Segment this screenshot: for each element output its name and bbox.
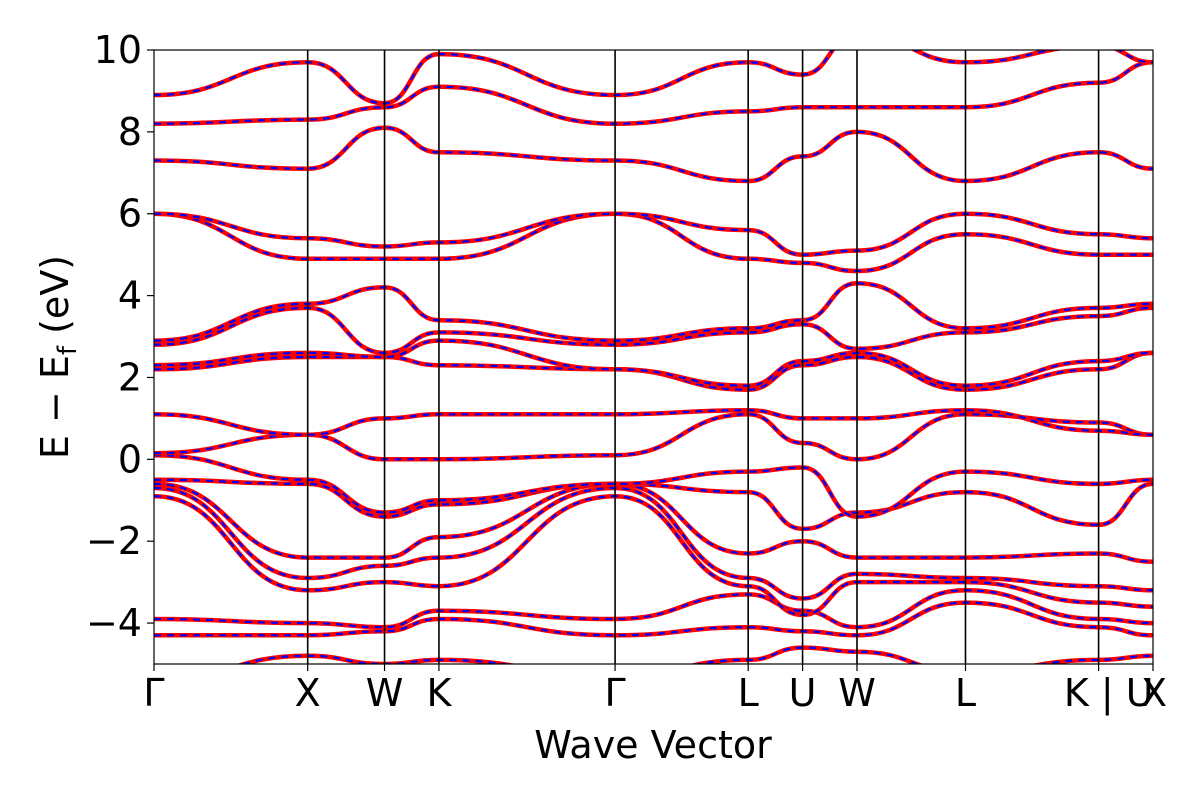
x-tick-label: X: [295, 671, 321, 715]
band-line-dashed-9: [154, 409, 1153, 436]
x-tick-label: Γ: [604, 671, 625, 715]
y-axis-title-subscript: f: [53, 345, 83, 355]
x-tick-label: L: [738, 671, 759, 715]
plot-frame: [153, 49, 1154, 665]
x-tick-label: K: [426, 671, 452, 715]
y-tick-label: −4: [86, 601, 142, 645]
band-line-dashed-17: [154, 61, 1153, 125]
y-tick-label: 0: [118, 437, 142, 481]
x-tick-label: K | U: [1064, 671, 1154, 716]
y-axis-title-unit: (eV): [33, 255, 77, 346]
band-line-dashed-5: [154, 482, 1153, 563]
x-tick-label: L: [955, 671, 976, 715]
band-line-dashed-1: [154, 601, 1153, 637]
band-line-dashed-4: [154, 486, 1153, 600]
band-line-dashed-6: [154, 478, 1153, 531]
band-line-solid-0: [236, 645, 1153, 664]
band-line-dashed-12: [154, 306, 1153, 355]
x-tick-label: Γ: [143, 671, 164, 715]
y-tick-label: 8: [118, 110, 142, 154]
band-line-dashed-15: [154, 212, 1153, 256]
band-line-dashed-3: [154, 495, 1153, 617]
band-line-dashed-7: [154, 454, 1153, 518]
band-line-dashed-18: [154, 50, 1153, 105]
x-tick-label: U: [789, 671, 817, 715]
y-axis-title-main: E − E: [33, 355, 77, 459]
band-line-dashed-16: [154, 126, 1153, 183]
y-axis-ticks: −4 −2 0 2 4 6 8 10: [86, 28, 154, 645]
band-line-dashed-8: [154, 413, 1153, 461]
x-tick-label: X: [1141, 671, 1167, 715]
band-line-dashed-13: [154, 282, 1153, 342]
y-axis-title: E − Ef (eV): [33, 255, 83, 459]
y-tick-label: 4: [118, 274, 142, 318]
x-axis-title: Wave Vector: [534, 723, 772, 767]
x-tick-label: W: [838, 671, 876, 715]
y-tick-label: 6: [118, 192, 142, 236]
bands-layer: [154, 50, 1153, 664]
band-line-dashed-2: [154, 589, 1153, 629]
y-tick-label: 10: [94, 28, 142, 72]
y-tick-label: 2: [118, 355, 142, 399]
y-tick-label: −2: [86, 519, 142, 563]
band-line-dashed-14: [154, 212, 1153, 273]
x-tick-label: W: [366, 671, 404, 715]
band-line-dashed-11: [154, 339, 1153, 387]
kpoint-divider-lines: [306, 50, 1100, 664]
